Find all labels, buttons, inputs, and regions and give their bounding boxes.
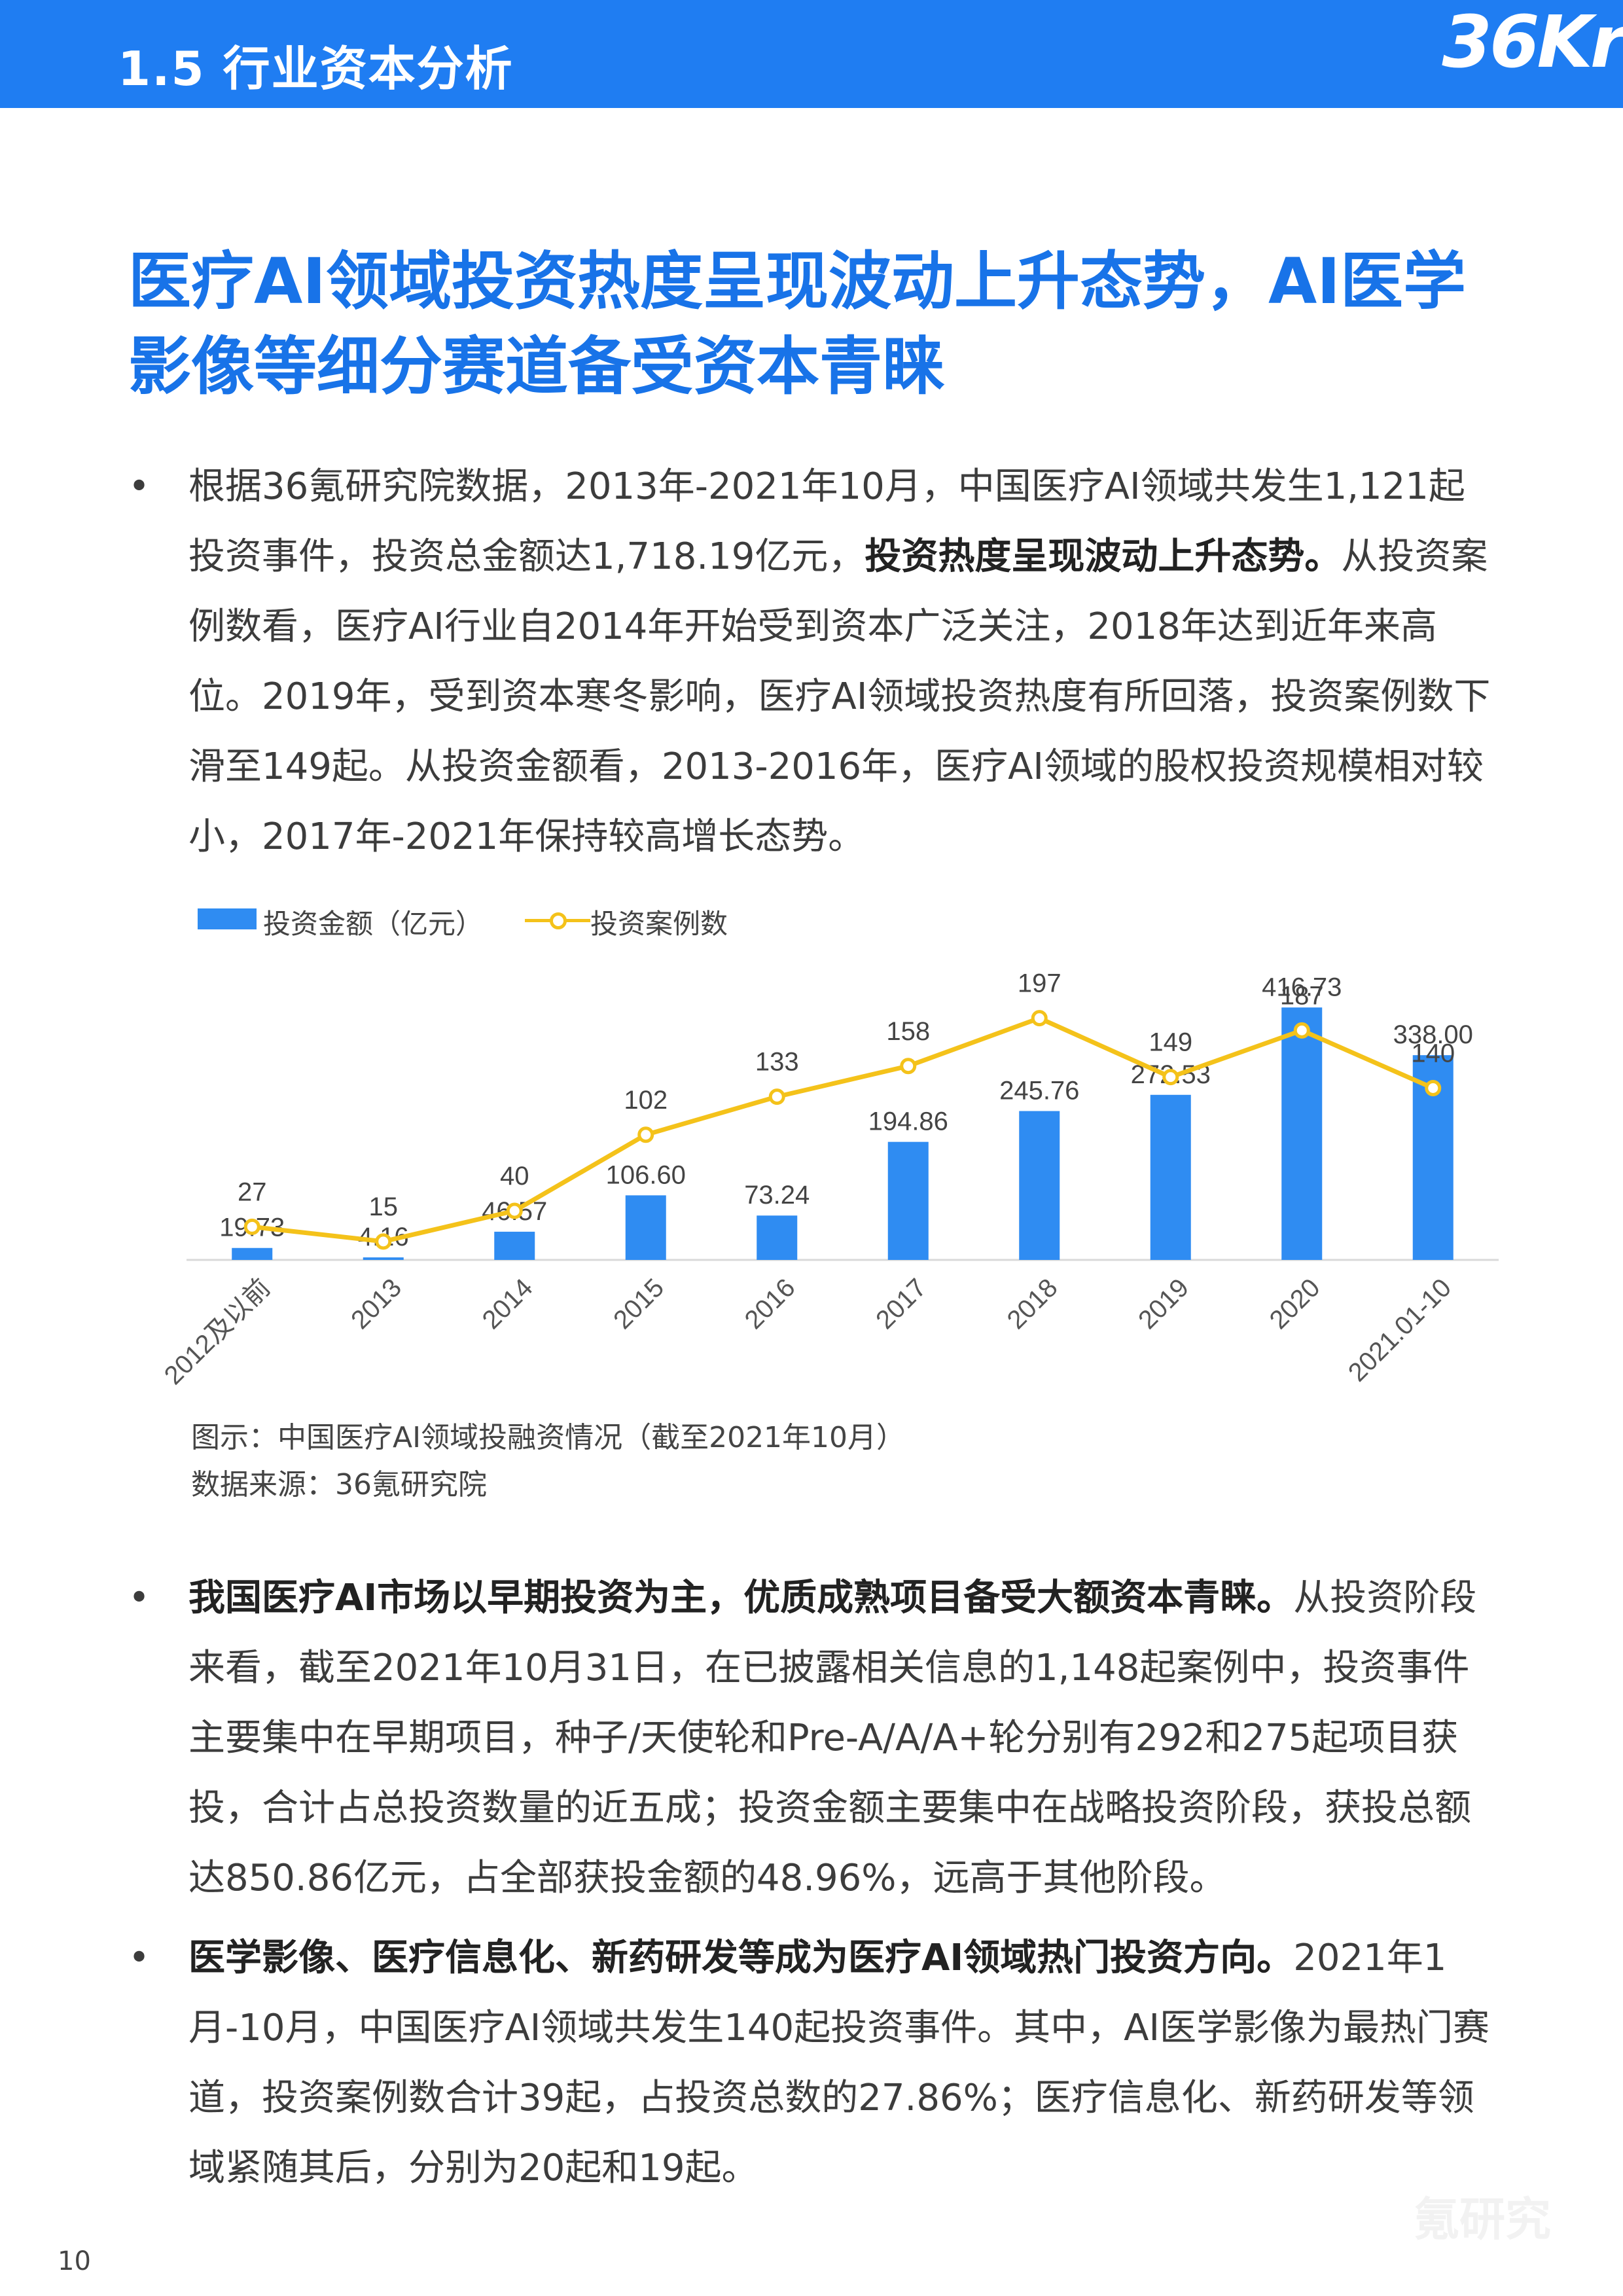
category-label: 2020 xyxy=(1264,1273,1326,1335)
paragraph-1-pre: 根据36氪研究院数据，2013年-2021年10月，中国医疗AI领域共发生1,1… xyxy=(188,465,1465,578)
count-point xyxy=(243,1218,260,1235)
chart-bar xyxy=(757,1215,798,1260)
bullet: • xyxy=(128,1577,151,1619)
chart-bar xyxy=(1019,1111,1060,1260)
paragraph-2-bold: 我国医疗AI市场以早期投资为主，优质成熟项目备受大额资本青睐。 xyxy=(188,1577,1294,1619)
legend-label-amount: 投资金额（亿元） xyxy=(263,908,484,940)
paragraph-1-text: 根据36氪研究院数据，2013年-2021年10月，中国医疗AI领域共发生1,1… xyxy=(188,452,1497,872)
count-value-label: 140 xyxy=(1411,1039,1455,1068)
category-label: 2017 xyxy=(870,1273,932,1335)
paragraph-1-post: 从投资案例数看，医疗AI行业自2014年开始受到资本广泛关注，2018年达到近年… xyxy=(188,535,1491,858)
category-label: 2012及以前 xyxy=(159,1273,276,1390)
chart-plot: 19.734.1646.57106.6073.24194.86245.76272… xyxy=(159,969,1499,1390)
chart-bar xyxy=(625,1195,666,1260)
paragraph-2-post: 从投资阶段来看，截至2021年10月31日，在已披露相关信息的1,148起案例中… xyxy=(188,1577,1477,1899)
page-title: 医疗AI领域投资热度呈现波动上升态势，AI医学影像等细分赛道备受资本青睐 xyxy=(128,245,1467,403)
bar-value-label: 106.60 xyxy=(606,1160,686,1189)
figure-caption: 图示：中国医疗AI领域投融资情况（截至2021年10月） xyxy=(191,1421,906,1454)
section-title: 1.5 行业资本分析 xyxy=(118,41,514,96)
bar-value-label: 416.73 xyxy=(1262,973,1342,1001)
count-value-label: 133 xyxy=(755,1048,799,1077)
bullet: • xyxy=(128,1937,151,1979)
count-value-label: 27 xyxy=(238,1177,267,1206)
category-label: 2014 xyxy=(477,1273,539,1335)
chart-bar xyxy=(363,1257,404,1260)
chart-bar xyxy=(887,1141,929,1260)
investment-chart: 投资金额（亿元） 投资案例数 19.734.1646.57106.6073.24… xyxy=(131,890,1505,1440)
category-label: 2015 xyxy=(608,1273,669,1335)
chart-bar xyxy=(494,1231,535,1260)
paragraph-3-text: 医学影像、医疗信息化、新药研发等成为医疗AI领域热门投资方向。2021年1月-1… xyxy=(188,1923,1497,2203)
page-number: 10 xyxy=(58,2246,91,2276)
legend-bar-swatch xyxy=(198,908,257,929)
count-point xyxy=(1162,1069,1179,1086)
bar-value-label: 73.24 xyxy=(744,1181,810,1210)
count-point xyxy=(900,1058,917,1075)
watermark: 氪研究 xyxy=(1414,2193,1551,2246)
count-value-label: 40 xyxy=(500,1162,529,1191)
category-label: 2021.01-10 xyxy=(1343,1273,1457,1387)
bar-value-label: 194.86 xyxy=(868,1107,948,1136)
section-header: 1.5 行业资本分析 36Kr xyxy=(0,0,1623,108)
bullet: • xyxy=(128,465,151,508)
count-value-label: 197 xyxy=(1018,969,1061,998)
bar-value-label: 338.00 xyxy=(1393,1020,1473,1049)
chart-bar xyxy=(1150,1094,1191,1260)
count-point xyxy=(375,1233,392,1250)
category-label: 2019 xyxy=(1133,1273,1194,1335)
paragraph-2-text: 我国医疗AI市场以早期投资为主，优质成熟项目备受大额资本青睐。从投资阶段来看，截… xyxy=(188,1563,1497,1913)
bar-value-label: 245.76 xyxy=(999,1077,1079,1105)
category-label: 2016 xyxy=(740,1273,801,1335)
count-point xyxy=(1031,1010,1048,1027)
paragraph-3-post: 2021年1月-10月，中国医疗AI领域共发生140起投资事件。其中，AI医学影… xyxy=(188,1937,1489,2189)
category-label: 2018 xyxy=(1002,1273,1063,1335)
count-line xyxy=(251,1015,1435,1244)
legend-dot-swatch xyxy=(550,912,567,929)
count-value-label: 187 xyxy=(1280,981,1324,1010)
figure-source: 数据来源：36氪研究院 xyxy=(191,1468,487,1501)
legend-label-count: 投资案例数 xyxy=(590,908,728,940)
chart-bar xyxy=(232,1247,273,1260)
count-point xyxy=(768,1088,785,1105)
paragraph-1-bold: 投资热度呈现波动上升态势。 xyxy=(865,535,1342,578)
logo: 36Kr xyxy=(1442,0,1623,84)
count-value-label: 15 xyxy=(369,1193,399,1221)
count-point xyxy=(637,1126,654,1143)
chart-bar xyxy=(1281,1007,1323,1260)
count-value-label: 149 xyxy=(1149,1028,1192,1057)
count-point xyxy=(1293,1022,1310,1039)
count-point xyxy=(506,1202,523,1219)
count-value-label: 158 xyxy=(886,1017,930,1046)
count-value-label: 102 xyxy=(624,1086,668,1115)
count-point xyxy=(1425,1080,1442,1096)
category-label: 2013 xyxy=(346,1273,407,1335)
paragraph-3-bold: 医学影像、医疗信息化、新药研发等成为医疗AI领域热门投资方向。 xyxy=(188,1937,1294,1979)
